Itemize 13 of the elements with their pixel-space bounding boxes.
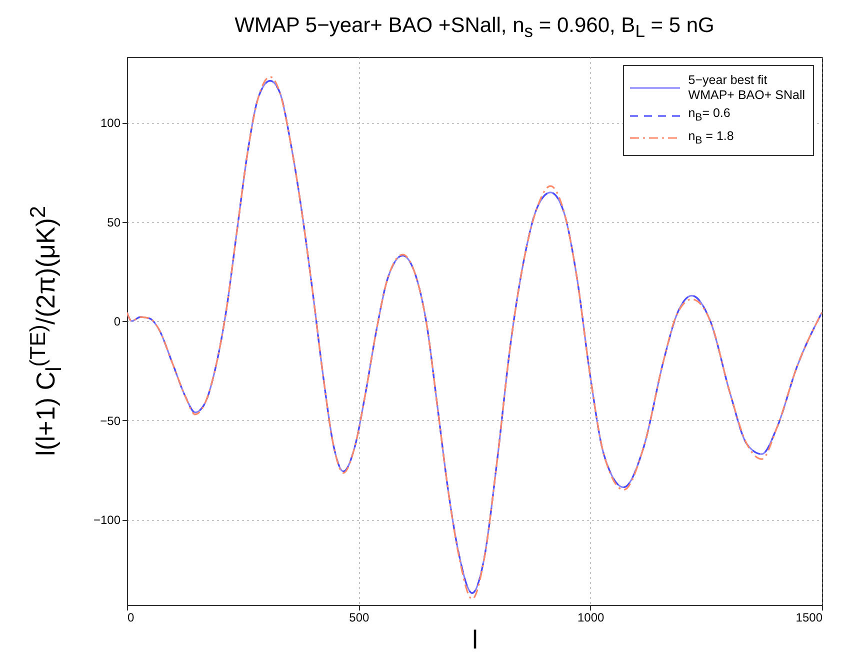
x-tick-label: 1500 [796, 610, 823, 624]
x-tick-label: 0 [128, 610, 134, 624]
y-tick-label: −100 [93, 513, 121, 528]
y-tick-label: 100 [100, 116, 121, 130]
y-tick-label: 0 [114, 314, 121, 329]
chart-title: WMAP 5−year+ BAO +SNall, n$_{s}$ = 0.960, B$_{L}$ = 5 nG [234, 14, 716, 42]
x-axis-title: l [472, 624, 478, 654]
legend-label: n$_{B}$= 0.6 [688, 106, 730, 126]
x-tick-label: 500 [349, 610, 370, 624]
y-tick-label: 50 [107, 215, 121, 230]
legend-label: n$_{B}$ = 1.8 [688, 128, 734, 148]
x-tick-label: 1000 [577, 610, 605, 624]
y-tick-label: −50 [100, 414, 121, 428]
